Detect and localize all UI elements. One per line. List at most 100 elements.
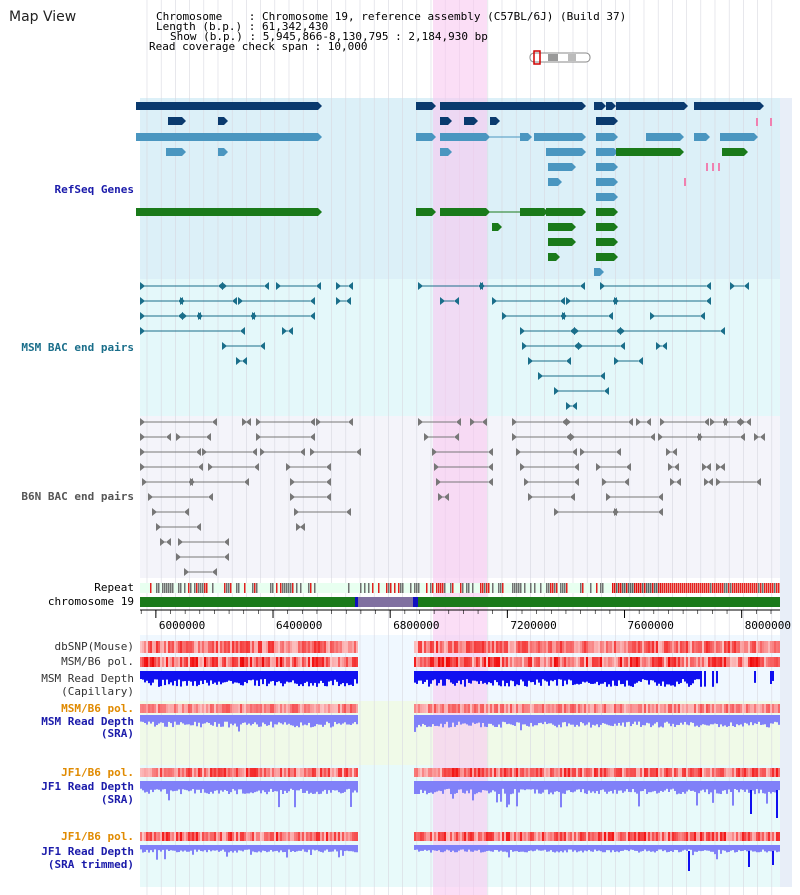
heat-mark [670, 768, 672, 777]
track-label-msm-bac[interactable]: MSM BAC end pairs [21, 341, 134, 354]
msm-bac-pairs[interactable] [140, 282, 749, 410]
heat-mark [550, 768, 552, 777]
depth-bar [472, 671, 474, 681]
heat-mark [490, 641, 492, 653]
heat-mark [562, 657, 564, 667]
b6n-pair-end [156, 523, 161, 531]
depth-bar [270, 671, 272, 682]
heat-mark [768, 832, 770, 841]
heat-mark [198, 832, 200, 841]
depth-bar [416, 715, 418, 728]
heat-mark [612, 641, 614, 653]
heat-mark [310, 641, 312, 653]
heat-mark [540, 768, 542, 777]
heat-mark [484, 768, 486, 777]
repeat-mark [238, 583, 240, 593]
heat-mark [486, 657, 488, 667]
heat-mark [680, 704, 682, 713]
heat-mark [514, 657, 516, 667]
heat-mark [494, 657, 496, 667]
b6n-pair-end [724, 418, 729, 426]
depth-bar [328, 845, 330, 852]
heat-mark [582, 641, 584, 653]
heat-mark [604, 704, 606, 713]
msm-pair-end [336, 282, 341, 290]
depth-bar [236, 715, 238, 727]
heat-mark [314, 641, 316, 653]
track-label-chromosome[interactable]: chromosome 19 [47, 595, 134, 608]
track-label-msm-b6-pol-2[interactable]: MSM/B6 pol. [61, 702, 134, 715]
depth-bar [694, 781, 696, 792]
track-label-jf1-b6-pol-2[interactable]: JF1/B6 pol. [61, 830, 134, 843]
track-label-refseq[interactable]: RefSeq Genes [54, 183, 134, 196]
heat-mark [142, 657, 144, 667]
chromosome-bar[interactable] [140, 597, 780, 607]
depth-bar [246, 845, 248, 850]
depth-bar [502, 845, 504, 852]
heat-mark [438, 657, 440, 667]
depth-bar [506, 671, 508, 684]
gene-glyph [416, 102, 432, 110]
heat-mark [754, 657, 756, 667]
heat-mark [544, 832, 546, 841]
track-label-repeat[interactable]: Repeat [94, 581, 134, 594]
depth-bar [278, 781, 280, 808]
depth-bar [736, 845, 738, 853]
repeat-mark [652, 583, 654, 593]
depth-bar [162, 671, 164, 680]
depth-bar [506, 715, 508, 725]
track-label-msm-b6-pol[interactable]: MSM/B6 pol. [61, 655, 134, 668]
b6n-bac-pairs[interactable] [140, 418, 765, 576]
depth-bar [458, 715, 460, 722]
depth-bar [250, 781, 252, 793]
track-label-dbsnp[interactable]: dbSNP(Mouse) [54, 640, 134, 653]
heat-mark [172, 832, 174, 841]
track-label-msm-depth-capillary[interactable]: MSM Read Depth [41, 672, 134, 685]
depth-bar [490, 845, 492, 852]
depth-bar [470, 845, 472, 852]
track-label-jf1-b6-pol[interactable]: JF1/B6 pol. [61, 766, 134, 779]
chromosome-ideogram[interactable] [529, 50, 591, 65]
heat-mark [420, 657, 422, 667]
heat-mark [212, 704, 214, 713]
track-label-msm-depth-sra[interactable]: MSM Read Depth [41, 715, 134, 728]
depth-bar [468, 671, 470, 683]
gene-arrow [706, 133, 710, 141]
heat-mark [162, 704, 164, 713]
depth-bar [280, 671, 282, 684]
repeat-mark [726, 583, 728, 593]
depth-bar [268, 845, 270, 852]
track-label-jf1-depth-sra[interactable]: JF1 Read Depth [41, 780, 134, 793]
heat-mark [470, 641, 472, 653]
heat-mark [334, 832, 336, 841]
depth-bar [174, 845, 176, 851]
heat-mark [570, 704, 572, 713]
refseq-genes[interactable] [136, 102, 772, 276]
repeat-mark [530, 583, 532, 593]
heat-mark [232, 768, 234, 777]
heat-mark [774, 832, 776, 841]
coverage-span-info: Read coverage check span : 10,000 [149, 40, 368, 53]
depth-bar [596, 781, 598, 792]
heat-mark [432, 657, 434, 667]
track-label-jf1-depth-trimmed[interactable]: JF1 Read Depth [41, 845, 134, 858]
depth-bar [434, 715, 436, 727]
heat-mark [320, 704, 322, 713]
heat-mark [736, 704, 738, 713]
heat-mark [240, 641, 242, 653]
depth-bar [532, 781, 534, 790]
b6n-pair-end [710, 418, 715, 426]
heat-mark [700, 768, 702, 777]
depth-bar [242, 671, 244, 686]
depth-bar [194, 781, 196, 794]
depth-bar [266, 715, 268, 726]
heat-mark [594, 704, 596, 713]
heat-mark [348, 657, 350, 667]
track-label-b6n-bac[interactable]: B6N BAC end pairs [21, 490, 134, 503]
heat-mark [636, 768, 638, 777]
depth-bar [642, 671, 644, 680]
depth-bar [420, 715, 422, 727]
depth-bar [310, 715, 312, 728]
heat-mark [682, 704, 684, 713]
